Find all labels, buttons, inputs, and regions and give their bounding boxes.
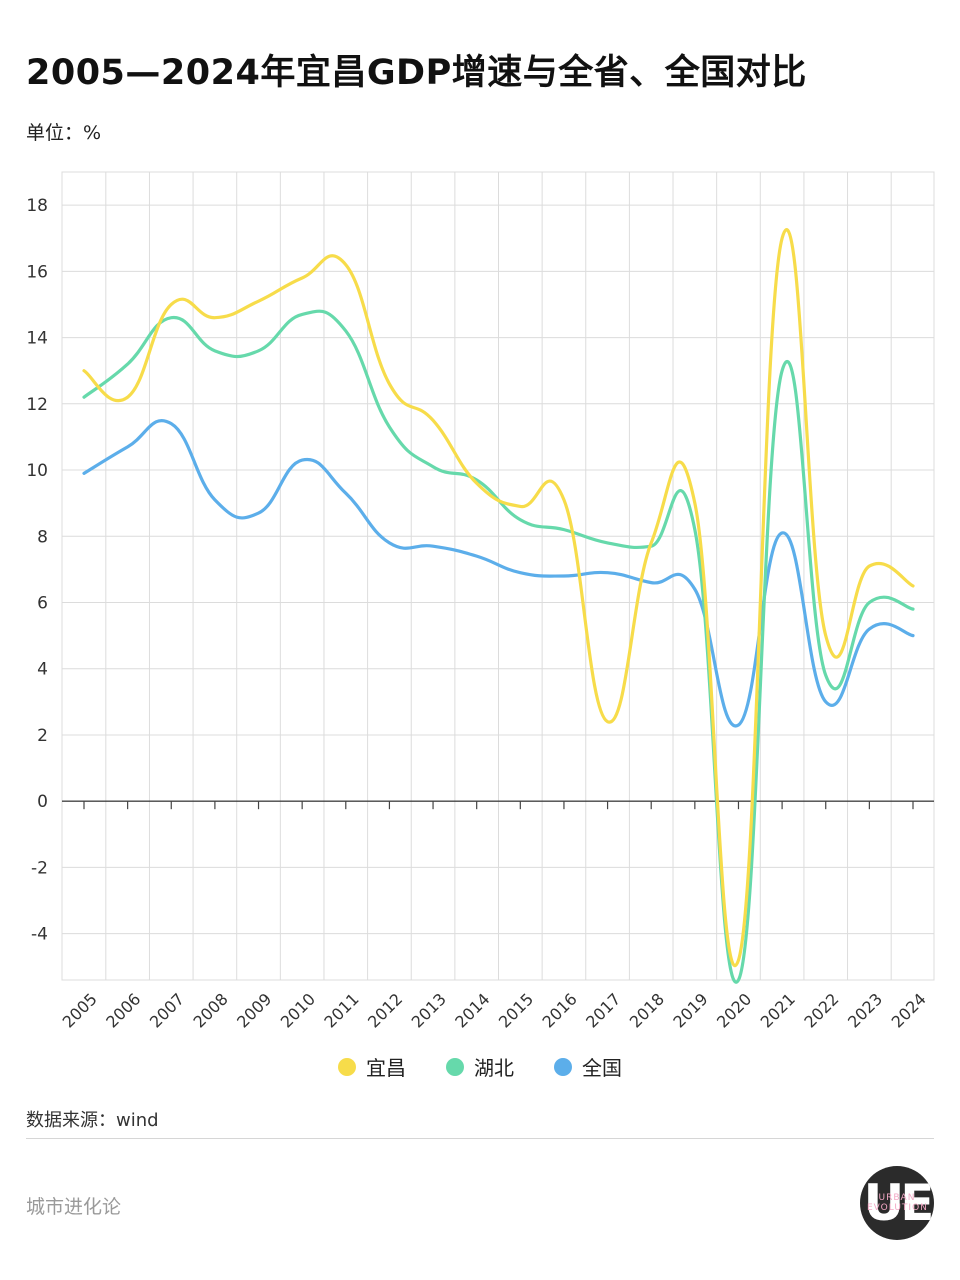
x-tick-label: 2015 bbox=[495, 989, 537, 1031]
x-tick-label: 2012 bbox=[364, 989, 406, 1031]
x-tick-label: 2008 bbox=[189, 989, 231, 1031]
series-lines bbox=[82, 228, 915, 984]
y-tick-label: 16 bbox=[26, 262, 48, 282]
x-axis: 2005 2006 2007 2008 2009 2010 2011 2012 2013 2014… bbox=[59, 801, 930, 1032]
x-tick-label: 2014 bbox=[451, 989, 493, 1031]
brand-logo: UE URBAN EVOLUTION bbox=[860, 1166, 934, 1240]
data-source: 数据来源：wind bbox=[26, 1110, 159, 1131]
legend: 宜昌 湖北 全国 bbox=[0, 1052, 960, 1081]
x-tick-label: 2023 bbox=[844, 989, 886, 1031]
y-tick-label: 10 bbox=[26, 461, 48, 481]
x-tick-label: 2010 bbox=[277, 989, 319, 1031]
x-tick-label: 2005 bbox=[59, 989, 101, 1031]
legend-marker-yichang bbox=[338, 1057, 356, 1076]
chart-title: 2005—2024年宜昌GDP增速与全省、全国对比 bbox=[26, 53, 807, 93]
x-tick-label: 2022 bbox=[800, 989, 842, 1031]
x-tick-label: 2019 bbox=[669, 989, 711, 1031]
unit-label: 单位：% bbox=[26, 122, 102, 144]
line-chart: 18 16 14 12 10 8 6 4 2 0 -2 -4 2005 2006 2007 2008 2009… bbox=[26, 171, 935, 1032]
x-tick-label: 2020 bbox=[713, 989, 755, 1031]
x-tick-label: 2016 bbox=[539, 989, 581, 1031]
legend-item-yichang[interactable]: 宜昌 bbox=[338, 1052, 406, 1081]
legend-label-yichang: 宜昌 bbox=[366, 1056, 406, 1080]
legend-label-hubei: 湖北 bbox=[474, 1056, 514, 1080]
y-tick-label: 4 bbox=[37, 660, 48, 680]
x-tick-label: 2011 bbox=[320, 989, 362, 1031]
x-tick-label: 2021 bbox=[757, 989, 799, 1031]
brand-name: 城市进化论 bbox=[26, 1196, 122, 1218]
legend-item-hubei[interactable]: 湖北 bbox=[446, 1052, 514, 1081]
x-tick-label: 2007 bbox=[146, 989, 188, 1031]
x-tick-label: 2013 bbox=[408, 989, 450, 1031]
footer-divider bbox=[26, 1138, 934, 1139]
legend-marker-national bbox=[554, 1057, 572, 1076]
x-tick-label: 2024 bbox=[888, 989, 930, 1031]
y-tick-label: 6 bbox=[37, 593, 48, 613]
y-tick-label: -2 bbox=[31, 858, 48, 878]
logo-mark: UE bbox=[863, 1174, 934, 1232]
y-tick-label: 0 bbox=[37, 792, 48, 812]
legend-item-national[interactable]: 全国 bbox=[554, 1052, 622, 1081]
x-tick-label: 2006 bbox=[102, 989, 144, 1031]
series-line-yichang bbox=[82, 228, 915, 967]
x-tick-label: 2018 bbox=[626, 989, 668, 1031]
x-tick-label: 2017 bbox=[582, 989, 624, 1031]
legend-label-national: 全国 bbox=[582, 1056, 622, 1080]
series-line-national bbox=[82, 419, 915, 728]
y-tick-label: 12 bbox=[26, 395, 48, 415]
y-tick-label: 8 bbox=[37, 527, 48, 547]
legend-marker-hubei bbox=[446, 1057, 464, 1076]
logo-subtext: URBAN EVOLUTION bbox=[867, 1193, 928, 1213]
y-tick-label: 2 bbox=[37, 726, 48, 746]
grid bbox=[61, 171, 935, 981]
y-tick-label: -4 bbox=[31, 925, 48, 945]
y-tick-label: 18 bbox=[26, 196, 48, 216]
y-tick-label: 14 bbox=[26, 329, 48, 349]
series-line-hubei bbox=[82, 309, 915, 984]
x-tick-label: 2009 bbox=[233, 989, 275, 1031]
y-axis: 18 16 14 12 10 8 6 4 2 0 -2 -4 bbox=[26, 196, 48, 945]
